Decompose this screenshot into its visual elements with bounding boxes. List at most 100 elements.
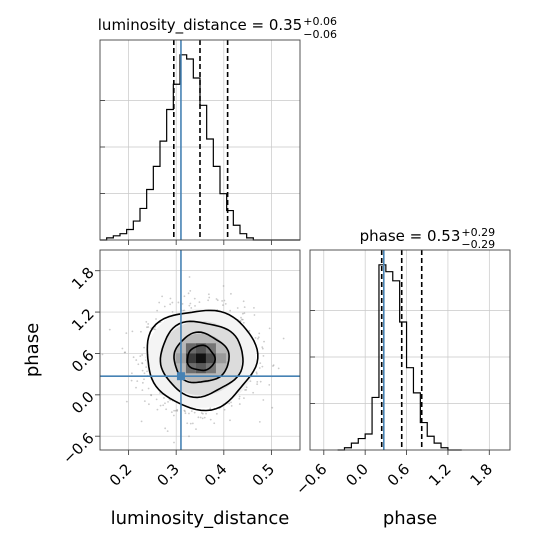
title-phase: phase = 0.53 <box>360 227 461 245</box>
density-2d-point <box>121 347 124 350</box>
density-2d-point <box>139 355 142 358</box>
hist-phase-grid <box>310 250 510 450</box>
hist-phase-bar-9 <box>400 322 407 450</box>
density-2d-point <box>176 409 179 412</box>
density-2d-point <box>190 307 193 309</box>
density-2d-point <box>171 311 174 313</box>
density-2d-point <box>198 301 201 304</box>
density-2d-pixel-6 <box>205 363 216 374</box>
hist-phase-panel: −0.6 0.0 0.6 1.2 1.8 phase = 0.53 +0.29 −0.2… <box>292 226 511 499</box>
density-2d-point <box>215 412 218 415</box>
density-2d-point <box>245 388 248 391</box>
title-luminosity-distance-minus: −0.06 <box>303 28 337 41</box>
density-2d-point <box>156 309 159 312</box>
density-2d-point <box>228 402 231 405</box>
density-2d-contour-1 <box>173 331 230 384</box>
hist-ld-bar-20 <box>233 225 240 240</box>
density-2d-point <box>261 346 264 348</box>
density-2d-point <box>162 404 165 407</box>
density-2d-point <box>188 304 191 307</box>
density-2d-point <box>147 323 150 325</box>
density-2d-point <box>215 298 218 300</box>
density-2d-contour-2 <box>159 320 244 399</box>
density-2d-pixel-0 <box>195 353 206 364</box>
hist-luminosity-distance-frame <box>99 39 301 241</box>
density-2d-point <box>148 403 150 406</box>
title-phase-equals: = <box>405 227 427 245</box>
density-2d-point <box>171 301 174 304</box>
density-2d-point <box>245 386 248 389</box>
density-2d-point <box>268 383 271 386</box>
density-2d-point <box>268 327 271 330</box>
title-luminosity-distance-median: 0.35 <box>269 16 302 34</box>
density-2d-point <box>242 300 245 303</box>
density-2d-pixel-1 <box>185 353 196 364</box>
density-2d-frame <box>99 249 301 451</box>
density-2d-point <box>170 411 173 414</box>
density-2d-point <box>241 312 244 315</box>
density-2d-point <box>261 347 264 350</box>
density-2d-point <box>146 370 148 373</box>
density-2d-point <box>256 380 259 383</box>
hist-phase-outline <box>337 264 462 451</box>
hist-ld-bar-3 <box>120 234 127 240</box>
title-luminosity-distance-plus: +0.06 <box>303 15 337 28</box>
density-2d-point <box>174 409 177 412</box>
density-2d-point <box>131 330 134 333</box>
density-2d-point <box>230 405 233 407</box>
title-phase-plus: +0.29 <box>461 226 495 239</box>
density-2d-point <box>240 316 242 319</box>
hist-ld-bar-8 <box>153 166 160 240</box>
density-2d-ytick-label-0: −0.6 <box>59 429 97 467</box>
density-2d-contour-3 <box>146 309 259 412</box>
density-2d-contours <box>146 309 259 412</box>
hist-ld-bar-4 <box>127 229 134 240</box>
hist-phase-bar-5 <box>372 397 379 450</box>
density-2d-point <box>141 369 144 372</box>
density-2d-point <box>243 312 246 314</box>
density-2d-point <box>224 302 227 305</box>
title-phase-param: phase <box>360 227 405 245</box>
density-2d-point <box>253 314 256 316</box>
density-2d-point <box>209 407 212 410</box>
density-2d-point <box>282 337 285 340</box>
density-2d-point <box>173 441 175 444</box>
density-2d-point <box>223 299 226 302</box>
density-2d-point <box>201 417 204 420</box>
density-2d-point <box>161 295 164 298</box>
hist-luminosity-distance-quantiles <box>173 40 229 240</box>
density-2d-point <box>165 408 168 411</box>
density-2d-point <box>145 366 148 368</box>
density-2d-point <box>185 457 187 459</box>
density-2d-ytick-label-2: 0.6 <box>68 346 98 376</box>
density-2d-xtick-label-0: 0.2 <box>106 460 136 490</box>
density-2d-point <box>140 420 143 423</box>
density-2d-pixel-3 <box>195 343 206 354</box>
density-2d-point <box>216 299 219 302</box>
density-2d-point <box>209 418 212 421</box>
density-2d-contour-0 <box>186 344 217 372</box>
density-2d-point <box>140 330 142 333</box>
hist-ld-outline <box>100 54 300 241</box>
density-2d-point <box>229 419 231 422</box>
density-2d-point <box>147 387 150 390</box>
density-2d-pixel-4 <box>195 363 206 374</box>
density-2d-truth-lines <box>100 250 300 450</box>
density-2d-point <box>184 410 186 413</box>
density-2d-point <box>254 337 257 339</box>
density-2d-point <box>187 292 190 295</box>
hist-ld-bar-10 <box>167 110 174 240</box>
density-2d-point <box>222 304 224 306</box>
density-2d-point <box>183 409 186 412</box>
density-2d-point <box>238 397 241 400</box>
density-2d-ytick-label-3: 1.2 <box>68 305 98 335</box>
density-2d-point <box>277 367 280 370</box>
density-2d-point <box>263 340 265 343</box>
hist-luminosity-distance-ticks <box>100 100 272 245</box>
density-2d-point <box>200 412 203 414</box>
density-2d-point <box>146 326 148 329</box>
density-2d-point <box>163 397 165 399</box>
density-2d-point <box>125 332 128 335</box>
density-2d-pixel-9 <box>215 353 226 364</box>
